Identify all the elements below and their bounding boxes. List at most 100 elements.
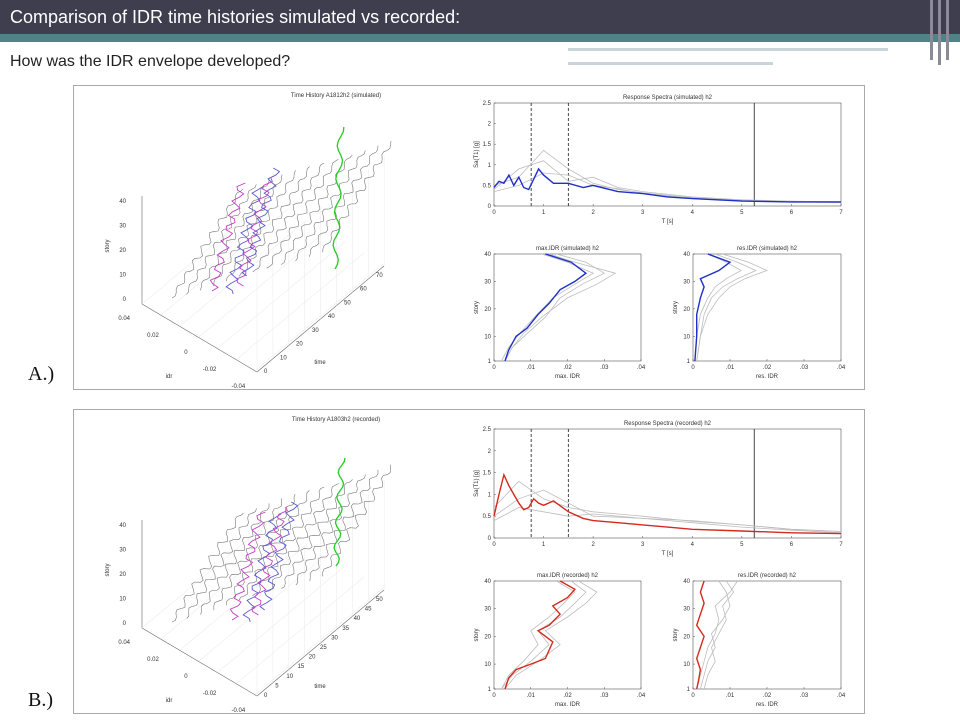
idr-tick-label: 0.02: [147, 333, 159, 339]
time-tick-label: 45: [365, 607, 372, 613]
time-tick-label: 0: [264, 693, 268, 699]
comparison-series-line: [501, 580, 576, 690]
x-tick-label: 6: [790, 542, 794, 548]
main-series-line: [694, 253, 732, 362]
x-axis-label: T [s]: [662, 219, 674, 225]
story-tick-label: 20: [119, 572, 126, 578]
time-history-3d-a: Time History A1812h2 (simulated) 0 10 20 30…: [105, 93, 392, 390]
idr-tick-label: 0.04: [118, 316, 130, 322]
x-tick-label: 0: [492, 693, 496, 699]
x-tick-label: 0: [492, 542, 496, 548]
time-tick-label: 50: [344, 300, 351, 306]
story-history-trace: [322, 464, 391, 577]
story-history-trace: [171, 512, 244, 623]
figure-panel-a: Time History A1812h2 (simulated) 0 10 20 30…: [73, 85, 865, 390]
story-history-trace: [295, 150, 366, 262]
x-tick-label: 6: [790, 210, 794, 216]
time-tick-label: 40: [328, 314, 335, 320]
x-tick-label: .03: [800, 693, 809, 699]
x-tick-label: 0: [492, 365, 496, 371]
x-tick-label: 4: [691, 210, 695, 216]
x-tick-label: 7: [839, 542, 843, 548]
x-tick-label: 0: [691, 365, 695, 371]
res-idr-chart-b: res.IDR (recorded) h2 0 .01 .02 .03 .04 1 10 20 3…: [673, 573, 846, 708]
plot-frame: [493, 253, 642, 362]
plot-frame: [692, 253, 842, 362]
time-history-title: Time History A1812h2 (simulated): [291, 93, 381, 99]
comparison-series-line: [700, 580, 731, 690]
x-tick-label: 1: [542, 210, 546, 216]
idr-tick-label: 0.02: [147, 657, 159, 663]
decor-stripe: [930, 0, 933, 60]
story-history-trace: [213, 174, 283, 287]
story-history-trace: [238, 490, 310, 601]
story-history-trace: [226, 494, 296, 606]
accent-bar: [0, 34, 960, 42]
y-tick-label: 1: [488, 492, 492, 498]
story-tick-label: 30: [119, 224, 126, 230]
comparison-series-line: [703, 580, 735, 690]
x-axis-label: max. IDR: [555, 702, 581, 708]
x-tick-label: 5: [740, 210, 744, 216]
plot-frame: [493, 102, 842, 207]
x-tick-label: .02: [563, 693, 572, 699]
max-idr-chart-b: max.IDR (recorded) h2 0 .01 .02 .03 .04 1 10 20 3…: [474, 573, 646, 708]
comparison-series-line: [694, 253, 742, 362]
story-axis-label: story: [105, 239, 111, 252]
floor-grid-line: [160, 532, 289, 640]
chart-title: Response Spectra (recorded) h2: [624, 421, 712, 427]
comparison-series-line: [696, 253, 769, 362]
y-axis-label: story: [474, 301, 480, 314]
x-axis-label: max. IDR: [555, 374, 581, 380]
panel-label-b: B.): [28, 689, 53, 711]
final-story-trace: [333, 457, 346, 567]
x-tick-label: 0: [691, 693, 695, 699]
comparison-series-line: [504, 253, 617, 362]
time-tick-label: 30: [331, 635, 338, 641]
y-tick-label: 30: [484, 607, 491, 613]
x-tick-label: .04: [637, 365, 646, 371]
time-tick-label: 70: [376, 273, 383, 279]
story-tick-label: 10: [119, 597, 126, 603]
figure-panel-b: Time History A1803h2 (recorded) 0 10 20 30 4…: [73, 409, 865, 714]
y-tick-label: 10: [683, 662, 690, 668]
story-history-trace: [171, 188, 244, 299]
x-tick-label: 0: [492, 210, 496, 216]
x-tick-label: .04: [637, 693, 646, 699]
floor-grid-line: [236, 576, 365, 684]
y-axis-label: story: [673, 628, 679, 641]
floor-grid-line: [217, 565, 346, 673]
y-tick-label: 10: [484, 662, 491, 668]
y-axis-label: story: [673, 301, 679, 314]
main-series-line: [504, 580, 577, 690]
title-bar: Comparison of IDR time histories simulat…: [0, 0, 960, 34]
x-tick-label: .04: [837, 365, 846, 371]
y-tick-label: 1: [488, 359, 492, 365]
floor-grid-line: [141, 521, 270, 629]
y-tick-label: 20: [484, 634, 491, 640]
plot-frame: [692, 580, 842, 690]
time-axis-label: time: [314, 360, 326, 366]
time-history-plot: 0 10 20 30 40 story 0.04 0.02 0 -0.02 -0.04 idr 0 10 2…: [105, 126, 392, 390]
comparison-series-line: [504, 253, 606, 362]
idr-tick-label: -0.04: [232, 384, 246, 389]
main-series-line: [504, 253, 588, 362]
time-tick-label: 30: [312, 328, 319, 334]
floor-grid-line: [255, 263, 384, 371]
panel-label-a: A.): [28, 363, 55, 385]
y-axis-label: story: [474, 628, 480, 641]
idr-axis-label: idr: [166, 698, 173, 704]
floor-grid-line: [179, 543, 308, 651]
y-tick-label: 30: [683, 279, 690, 285]
x-tick-label: .02: [563, 365, 572, 371]
time-history-plot: 0 10 20 30 40 story 0.04 0.02 0 -0.02 -0.04 idr 0 5 10…: [105, 457, 391, 714]
y-tick-label: 0: [488, 204, 492, 210]
y-tick-label: 0: [488, 536, 492, 542]
story-tick-label: 30: [119, 548, 126, 554]
idr-tick-label: 0: [184, 674, 188, 680]
chart-title: max.IDR (recorded) h2: [537, 573, 599, 579]
slide-title: Comparison of IDR time histories simulat…: [10, 7, 461, 27]
envelope-trace: [229, 511, 266, 621]
envelope-trace: [259, 501, 299, 611]
y-tick-label: 30: [484, 279, 491, 285]
